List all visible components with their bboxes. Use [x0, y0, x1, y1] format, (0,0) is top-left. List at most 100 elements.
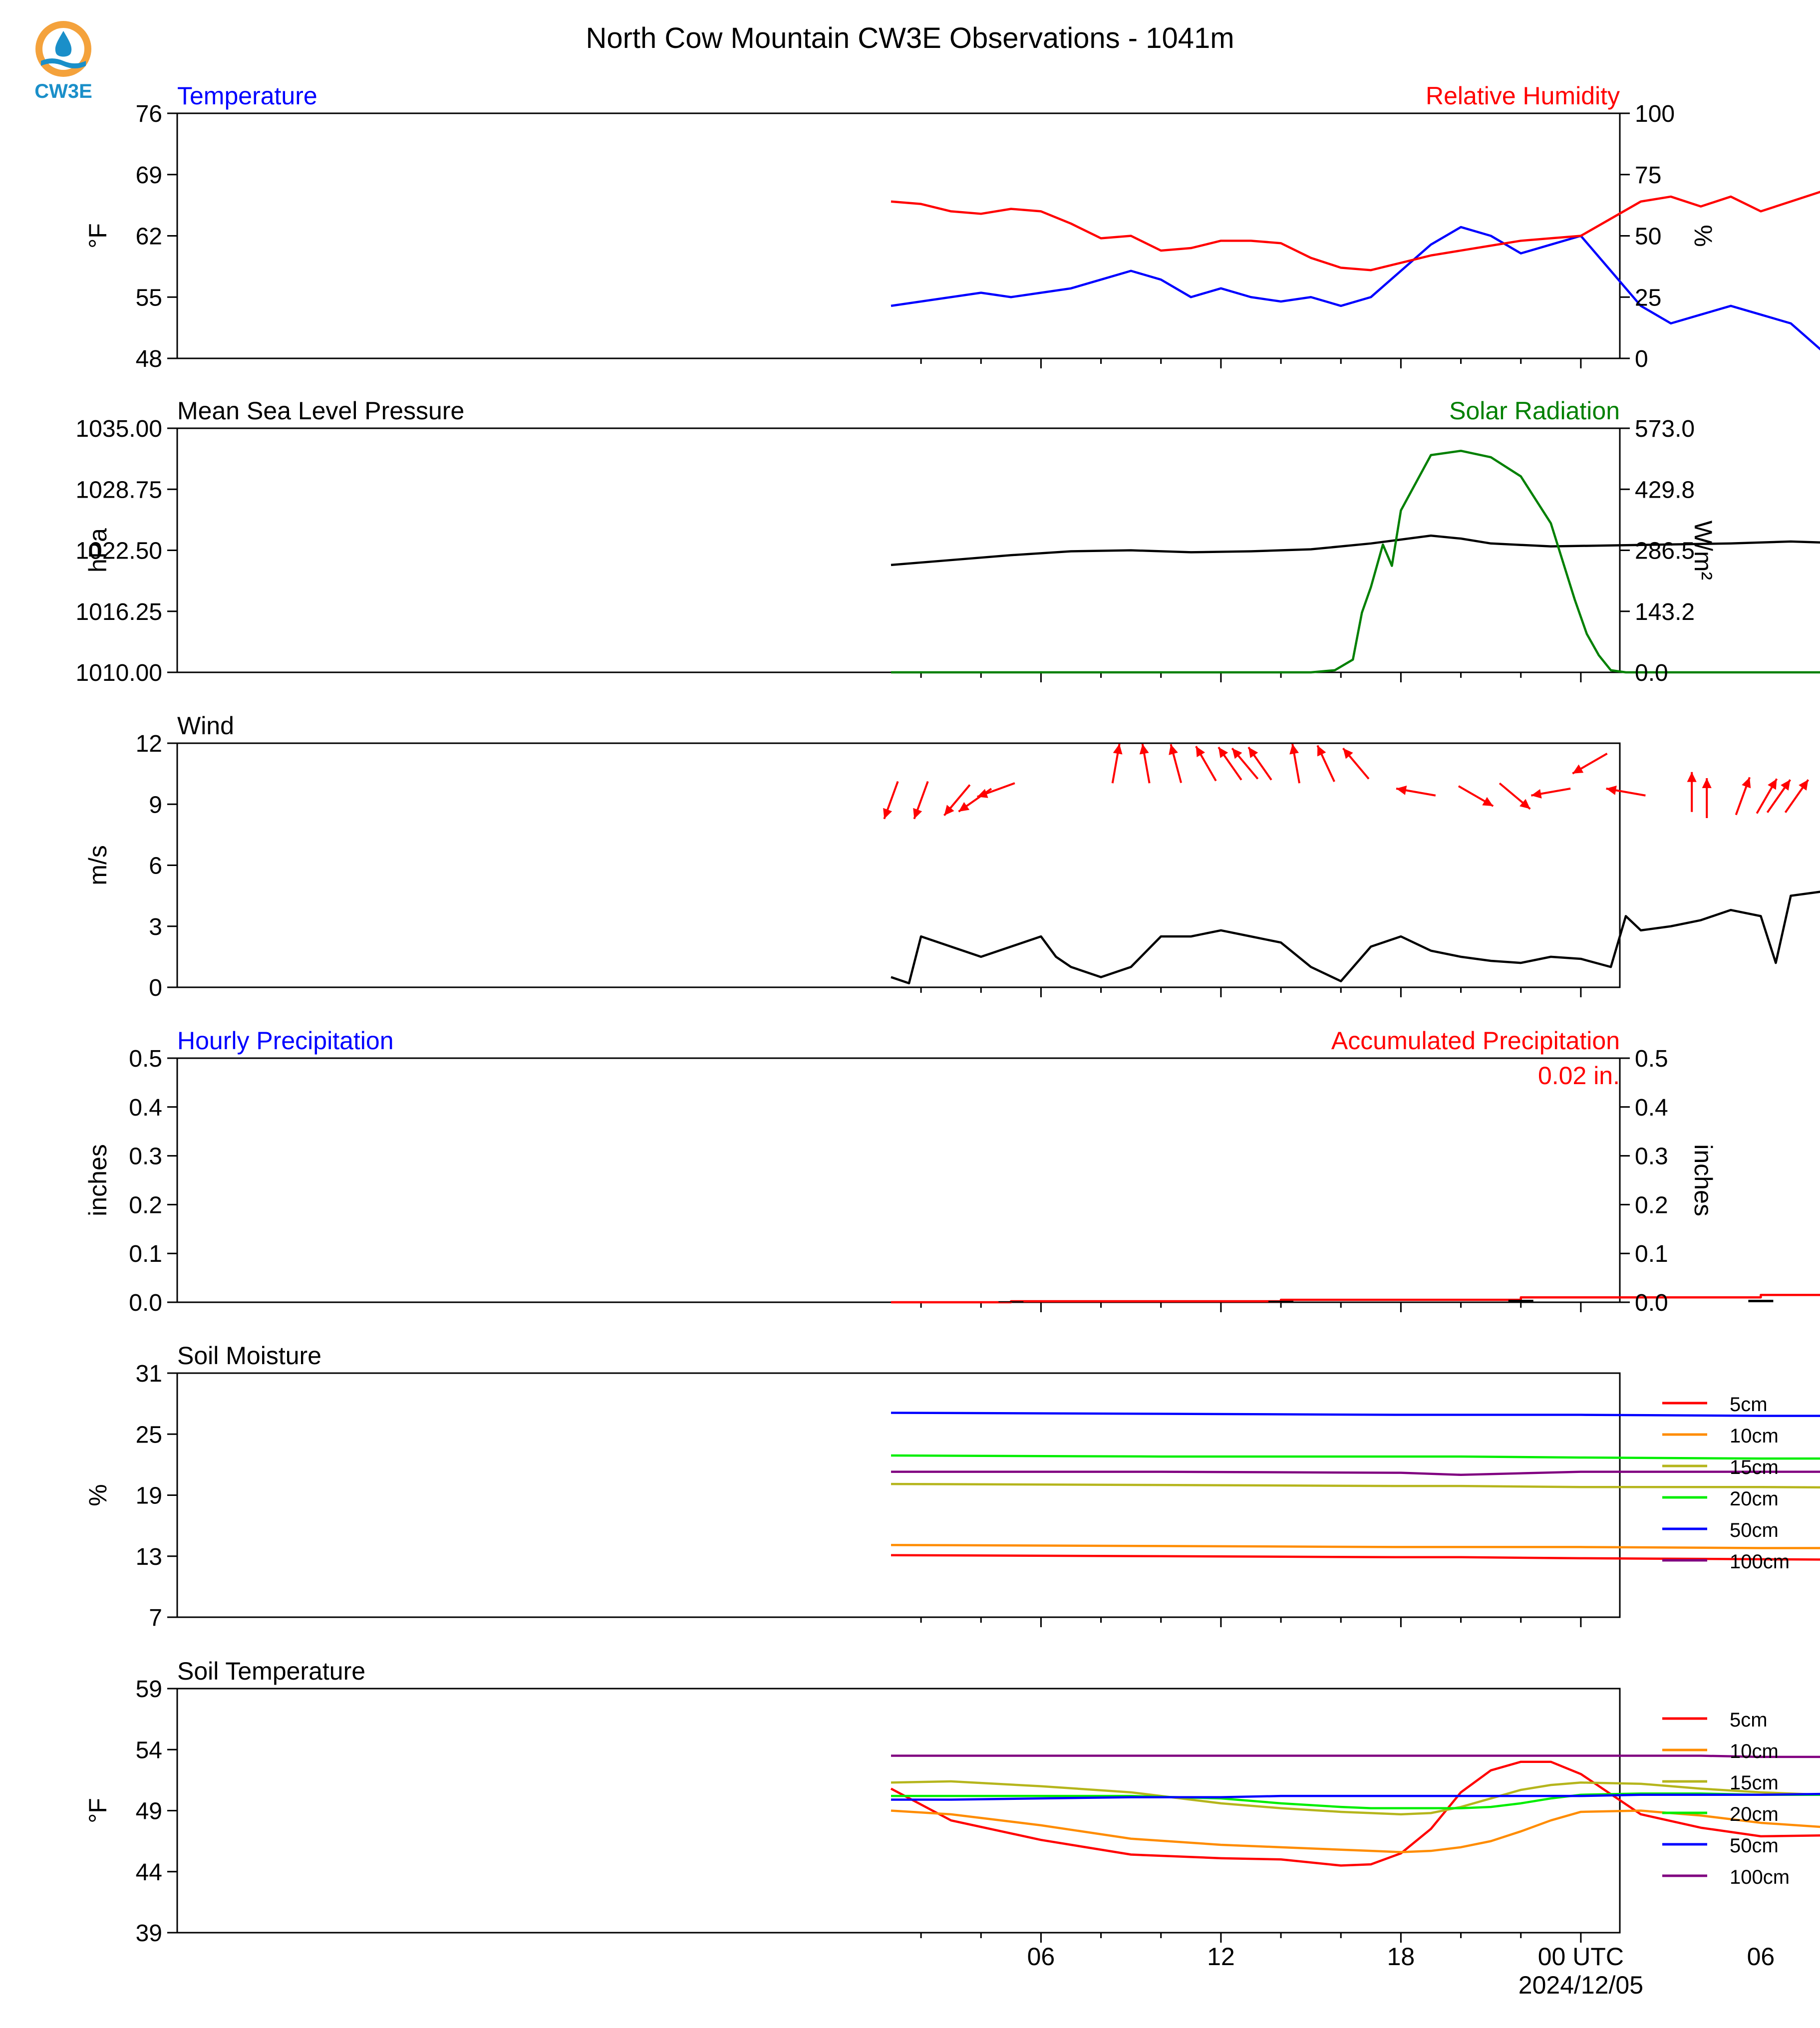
series-line-5cm [890, 1760, 1820, 1867]
y-tick-label: 62 [136, 224, 162, 250]
wind-arrow-head-icon [1232, 748, 1242, 759]
legend-label: 5cm [1730, 1709, 1768, 1731]
y-tick-label: 0.5 [129, 1046, 162, 1072]
y-axis-label: % [84, 1484, 112, 1506]
y-tick-label: 3 [149, 914, 162, 940]
y2-tick-label: 0.1 [1635, 1241, 1668, 1267]
logo-text: CW3E [34, 80, 92, 102]
legend-label: 50cm [1730, 1519, 1779, 1541]
y-tick-label: 48 [136, 346, 162, 372]
y2-axis-label: W/m² [1689, 521, 1717, 580]
panel-frame [176, 742, 1621, 988]
series-line-100cm [891, 1754, 1820, 1758]
y-tick-label: 44 [136, 1859, 162, 1886]
panel-4 [167, 1057, 1820, 1312]
panel-title-left: Mean Sea Level Pressure [177, 397, 464, 425]
legend-label: 10cm [1730, 1740, 1779, 1762]
wind-arrow-head-icon [1196, 746, 1206, 758]
wind-arrow-head-icon [1572, 764, 1584, 774]
series-line-mean-sea-level-pressure [891, 534, 1820, 567]
y-tick-label: 9 [149, 792, 162, 818]
y-tick-label: 54 [136, 1737, 162, 1763]
y-axis-label: inches [84, 1144, 112, 1216]
series-line-10cm [891, 1809, 1820, 1853]
logo-water-drop-icon [55, 31, 72, 57]
y-tick-label: 13 [136, 1544, 162, 1570]
wind-arrow-head-icon [1799, 780, 1809, 791]
y2-tick-label: 25 [1635, 285, 1661, 311]
panel-title-left: Hourly Precipitation [177, 1027, 394, 1055]
wind-arrow-head-icon [913, 808, 922, 819]
series-line-100cm [891, 1470, 1820, 1476]
y-tick-label: 76 [136, 101, 162, 127]
y-tick-label: 31 [136, 1361, 162, 1387]
legend-label: 15cm [1730, 1772, 1779, 1794]
wind-arrow-head-icon [1343, 748, 1353, 759]
wind-arrow-head-icon [1317, 745, 1326, 757]
y2-tick-label: 286.5 [1635, 538, 1695, 565]
logo-wave-icon [41, 58, 86, 68]
legend-label: 20cm [1730, 1803, 1779, 1825]
y-tick-label: 0.1 [129, 1241, 162, 1267]
legend-label: 20cm [1730, 1488, 1779, 1510]
y2-tick-label: 573.0 [1635, 416, 1695, 442]
panel-title-right: Accumulated Precipitation [1331, 1027, 1620, 1055]
hourly-precip-bar [998, 1301, 1024, 1302]
y-tick-label: 0.4 [129, 1095, 162, 1121]
wind-arrow-head-icon [958, 802, 970, 812]
wind-arrow-head-icon [1742, 777, 1751, 789]
y-tick-label: 39 [136, 1920, 162, 1947]
y2-axis-label: inches [1689, 1144, 1717, 1216]
x-date-label: 2024/12/05 [1518, 1971, 1643, 1999]
y2-tick-label: 0.2 [1635, 1192, 1668, 1218]
panel-title-left: Wind [177, 712, 234, 740]
x-tick-label: 18 [1387, 1943, 1415, 1971]
wind-arrow-head-icon [1113, 744, 1123, 755]
panel-title-left: Soil Moisture [177, 1342, 321, 1370]
y-tick-label: 19 [136, 1483, 162, 1509]
legend-label: 5cm [1730, 1394, 1768, 1416]
hourly-precip-bar [1268, 1301, 1294, 1302]
y-tick-label: 1022.50 [75, 538, 162, 565]
y-axis-label: m/s [84, 845, 112, 885]
wind-arrow-head-icon [1687, 772, 1697, 782]
cw3e-logo: CW3E [34, 21, 92, 102]
series-line-accumulated-precipitation [891, 1294, 1820, 1304]
y-tick-label: 25 [136, 1422, 162, 1448]
wind-arrow-head-icon [883, 808, 893, 819]
hourly-precip-bar [1748, 1300, 1774, 1302]
wind-arrow-head-icon [1519, 799, 1530, 809]
y-tick-label: 1016.25 [75, 599, 162, 625]
panel-title-left: Temperature [177, 82, 317, 110]
x-tick-label: 00 UTC [1538, 1943, 1624, 1971]
panel-3 [167, 742, 1820, 997]
chart-title: North Cow Mountain CW3E Observations - 1… [586, 22, 1234, 54]
panel-5 [167, 1372, 1820, 1627]
y-axis-label: °F [84, 223, 112, 249]
y-tick-label: 0.3 [129, 1144, 162, 1170]
y2-tick-label: 429.8 [1635, 477, 1695, 503]
series-line-15cm [891, 1482, 1820, 1489]
y-axis-label: °F [84, 1798, 112, 1823]
accumulated-total-label: 0.02 in. [1538, 1062, 1620, 1090]
series-line-20cm [891, 1792, 1820, 1809]
y-tick-label: 0.0 [129, 1290, 162, 1316]
hourly-precip-bar [1508, 1300, 1533, 1302]
wind-arrow-head-icon [1218, 747, 1228, 758]
panel-6 [167, 1688, 1820, 1943]
series-line-solar-radiation [891, 449, 1820, 674]
series-line-15cm [891, 1780, 1820, 1816]
y-tick-label: 55 [136, 285, 162, 311]
panel-title-right: Solar Radiation [1449, 397, 1620, 425]
series-line-10cm [891, 1544, 1820, 1549]
y2-tick-label: 0 [1635, 346, 1648, 372]
y2-tick-label: 0.0 [1635, 660, 1668, 686]
series-line-20cm [891, 1454, 1820, 1460]
y-tick-label: 1035.00 [75, 416, 162, 442]
series-line-50cm [891, 1412, 1820, 1417]
x-tick-label: 12 [1207, 1943, 1235, 1971]
wind-arrow-head-icon [1781, 780, 1791, 791]
panel-2 [167, 427, 1820, 682]
y2-axis-label: % [1689, 225, 1717, 247]
